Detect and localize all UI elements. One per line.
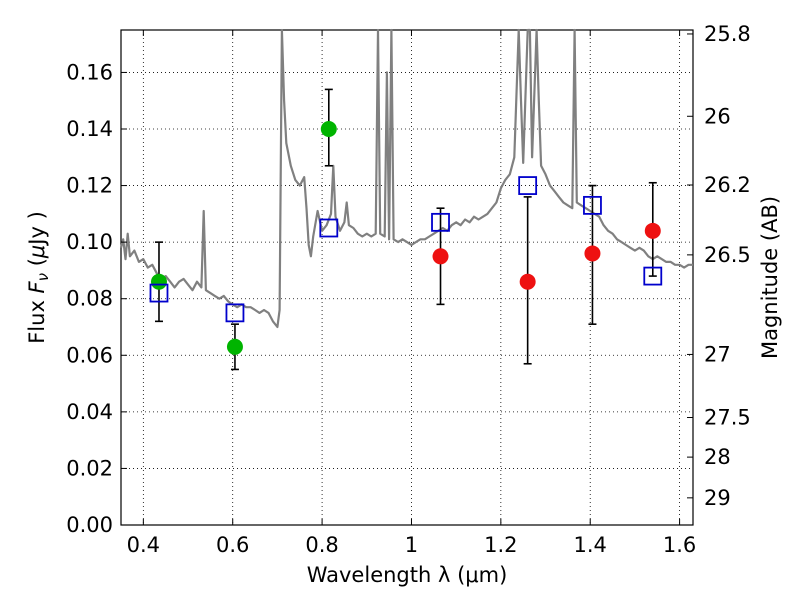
x-tick-label: 1 (405, 533, 418, 557)
x-axis-label: Wavelength λ (μm) (307, 563, 508, 587)
errorbar-layer (154, 88, 657, 371)
x-tick-label: 0.4 (127, 533, 160, 557)
right-tick-label: 26.5 (704, 243, 751, 267)
red-data-point (432, 248, 449, 265)
y-tick-label: 0.16 (66, 60, 113, 84)
right-tick-label: 25.8 (704, 22, 751, 46)
model-square (431, 212, 450, 232)
green-data-point (226, 338, 243, 355)
red-data-point (584, 245, 601, 262)
spectrum-line (119, 28, 693, 329)
y-tick-label: 0.10 (66, 230, 113, 254)
green-data-point (150, 273, 167, 290)
y-label-suffix-open: ( (25, 258, 49, 273)
y-tick-label: 0.12 (66, 174, 113, 198)
y-label-prefix: Flux (25, 293, 49, 343)
right-tick-label: 27 (704, 342, 731, 366)
y-axis-label-left: Flux Fν (μJy ) (25, 211, 52, 344)
y-axis-label-right: Magnitude (AB) (758, 196, 782, 359)
red-data-point (644, 222, 661, 239)
spectrum-layer (119, 28, 693, 329)
y-tick-label: 0.04 (66, 400, 113, 424)
model-square (518, 176, 538, 195)
x-tick-label: 0.8 (305, 533, 338, 557)
x-tick-label: 1.4 (574, 533, 607, 557)
right-tick-label: 26.2 (704, 173, 751, 197)
model-square (149, 283, 169, 303)
y-tick-label: 0.14 (66, 117, 113, 141)
model-square (583, 195, 602, 215)
y-tick-label: 0.08 (66, 287, 113, 311)
y-label-sub: ν (34, 273, 52, 281)
model-square (643, 266, 663, 286)
green-data-point (320, 121, 337, 137)
y-tick-label: 0.02 (66, 456, 113, 480)
x-tick-label: 1.2 (484, 533, 517, 557)
x-tick-label: 1.6 (663, 533, 696, 557)
plot-area (120, 29, 694, 526)
y-label-mu: μ (25, 245, 49, 259)
gridlines (121, 30, 693, 525)
y-tick-label: 0.00 (66, 513, 113, 537)
right-tick-label: 27.5 (704, 406, 751, 430)
model-square (319, 218, 339, 238)
right-tick-label: 26 (704, 104, 731, 128)
right-tick-label: 29 (704, 486, 731, 510)
red-data-point (519, 273, 536, 290)
points-layer (149, 121, 663, 355)
model-square (225, 303, 245, 323)
y-label-symbol: F (25, 280, 49, 293)
ticks-layer: 0.4 0.6 0.8 1 1.2 1.4 1.6 0.00 0.02 0.04 0.06 0.08 0… (66, 22, 751, 557)
x-tick-label: 0.6 (216, 533, 249, 557)
right-tick-label: 28 (704, 445, 731, 469)
y-label-unit: Jy ) (25, 211, 49, 247)
y-tick-label: 0.06 (66, 343, 113, 367)
